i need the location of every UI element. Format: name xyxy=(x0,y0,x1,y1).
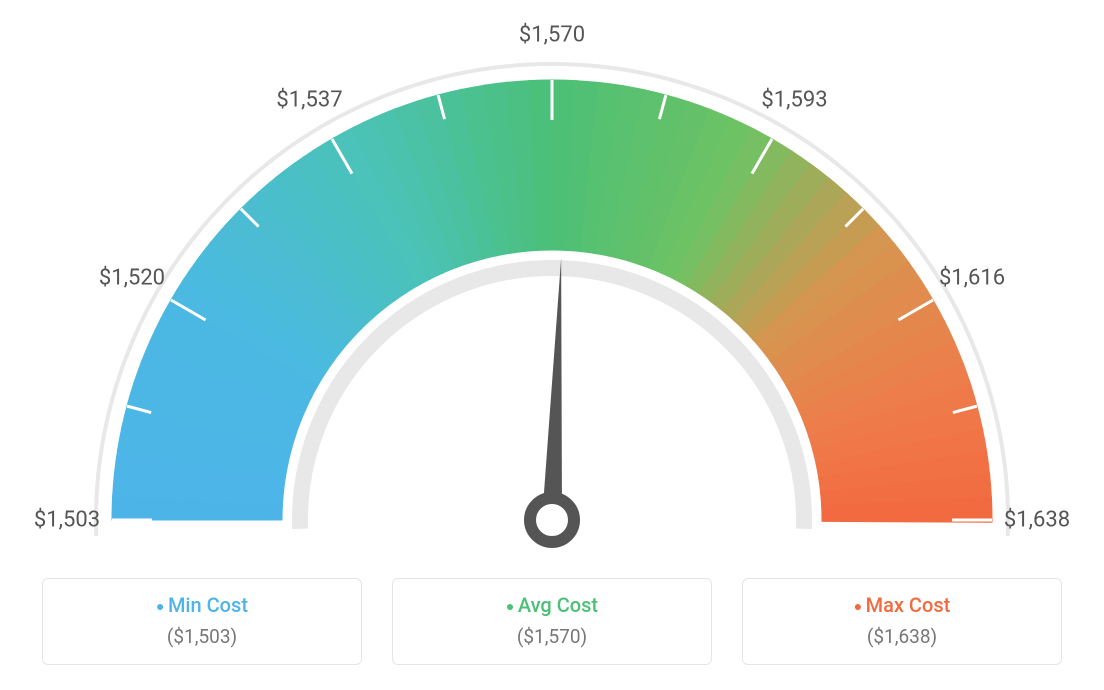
legend-row: Min Cost ($1,503) Avg Cost ($1,570) Max … xyxy=(0,578,1104,665)
legend-card-min: Min Cost ($1,503) xyxy=(42,578,362,665)
gauge-tick-label: $1,503 xyxy=(34,508,100,533)
gauge-tick-label: $1,537 xyxy=(276,87,342,112)
legend-value-max: ($1,638) xyxy=(761,625,1043,648)
gauge-tick-label: $1,570 xyxy=(519,23,585,48)
gauge-tick-label: $1,593 xyxy=(761,87,827,112)
gauge-tick-label: $1,616 xyxy=(939,265,1005,290)
legend-title-max: Max Cost xyxy=(761,593,1043,617)
gauge-svg xyxy=(42,30,1062,560)
legend-value-avg: ($1,570) xyxy=(411,625,693,648)
gauge-chart: $1,503 $1,520 $1,537 $1,570 $1,593 $1,616 $1,6… xyxy=(0,0,1104,550)
legend-card-max: Max Cost ($1,638) xyxy=(742,578,1062,665)
legend-value-min: ($1,503) xyxy=(61,625,343,648)
legend-card-avg: Avg Cost ($1,570) xyxy=(392,578,712,665)
legend-title-avg: Avg Cost xyxy=(411,593,693,617)
gauge-tick-label: $1,638 xyxy=(1004,508,1070,533)
gauge-tick-label: $1,520 xyxy=(99,265,165,290)
legend-title-min: Min Cost xyxy=(61,593,343,617)
